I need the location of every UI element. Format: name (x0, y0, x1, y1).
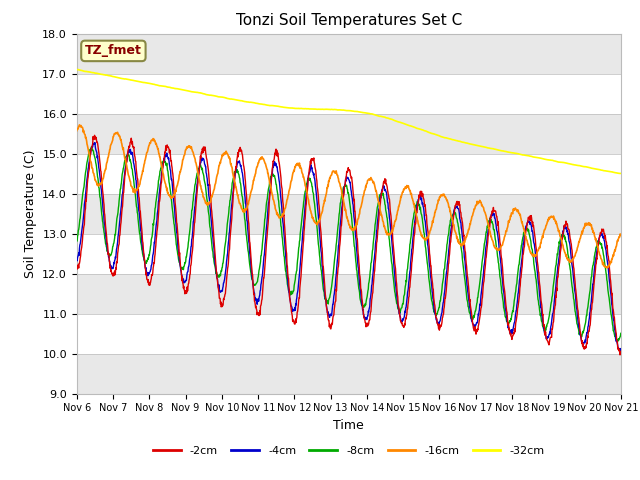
Bar (77, 193, 621, 234)
Bar (77, 274, 621, 313)
Bar (77, 114, 621, 154)
Legend: -2cm, -4cm, -8cm, -16cm, -32cm: -2cm, -4cm, -8cm, -16cm, -32cm (148, 441, 549, 460)
Bar (77, 313, 621, 354)
X-axis label: Time: Time (333, 419, 364, 432)
Bar (77, 354, 621, 394)
Text: TZ_fmet: TZ_fmet (85, 44, 142, 58)
Bar (77, 73, 621, 114)
Title: Tonzi Soil Temperatures Set C: Tonzi Soil Temperatures Set C (236, 13, 462, 28)
Bar (77, 234, 621, 274)
Bar (77, 154, 621, 193)
Bar (77, 34, 621, 73)
Y-axis label: Soil Temperature (C): Soil Temperature (C) (24, 149, 36, 278)
